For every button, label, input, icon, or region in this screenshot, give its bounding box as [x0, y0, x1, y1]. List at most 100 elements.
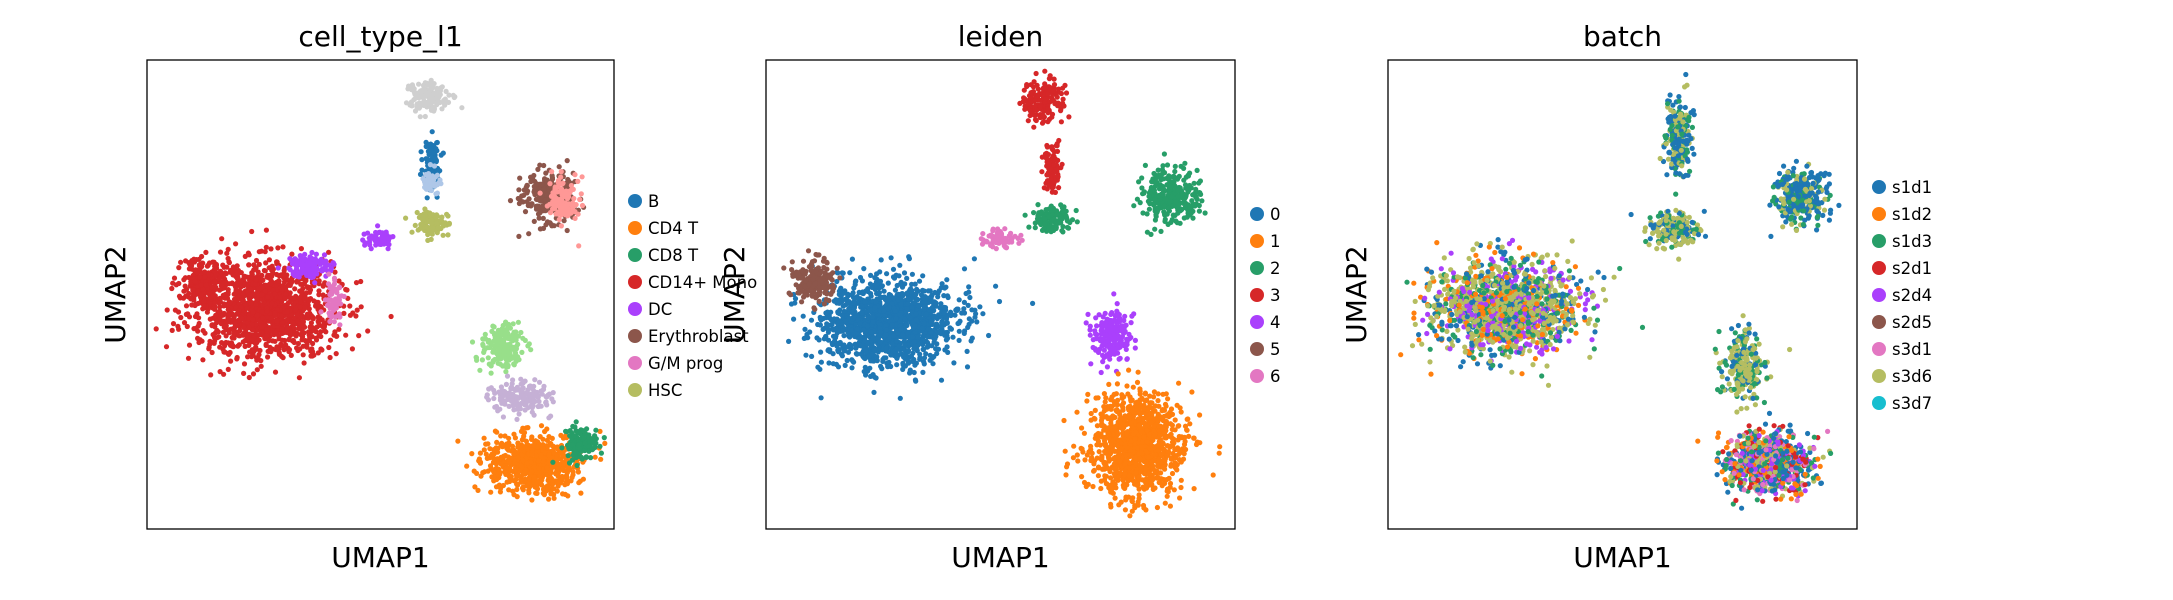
data-point: [249, 347, 255, 353]
data-point: [565, 453, 571, 459]
data-point: [957, 318, 963, 324]
data-point: [485, 345, 491, 351]
data-point: [486, 361, 492, 367]
data-point: [950, 334, 956, 340]
data-point: [249, 321, 255, 327]
data-point: [511, 407, 517, 413]
data-point: [515, 341, 521, 347]
legend-label: G/M prog: [648, 354, 723, 373]
data-point: [245, 319, 251, 325]
data-point: [913, 311, 919, 317]
data-point: [427, 87, 433, 93]
data-point: [556, 462, 563, 468]
data-point: [327, 337, 334, 343]
data-point: [841, 290, 848, 296]
data-point: [573, 202, 579, 208]
data-point: [440, 232, 446, 238]
data-point: [842, 362, 848, 368]
data-point: [964, 364, 971, 370]
data-point: [310, 349, 316, 355]
data-point: [434, 220, 440, 226]
data-point: [225, 307, 231, 313]
data-point: [534, 203, 541, 209]
data-point: [198, 282, 204, 288]
data-point: [296, 325, 302, 331]
data-point: [497, 346, 503, 352]
data-point: [183, 311, 189, 317]
data-point: [913, 378, 919, 384]
data-point: [390, 234, 396, 240]
data-point: [484, 394, 490, 400]
data-point: [891, 275, 898, 281]
data-point: [944, 277, 950, 283]
data-point: [536, 470, 542, 476]
data-point: [549, 435, 555, 441]
data-point: [476, 458, 482, 464]
data-point: [311, 298, 317, 304]
data-point: [868, 291, 874, 297]
data-point: [438, 217, 444, 223]
data-point: [544, 465, 550, 471]
data-point: [531, 464, 538, 470]
data-point: [276, 333, 282, 339]
data-point: [560, 475, 566, 481]
data-point: [495, 408, 501, 414]
data-point: [299, 263, 306, 269]
data-point: [316, 288, 322, 294]
data-point: [223, 333, 229, 339]
data-point: [526, 383, 533, 389]
data-point: [431, 150, 437, 156]
data-point: [506, 440, 512, 446]
data-point: [506, 435, 512, 441]
data-point: [560, 466, 566, 472]
data-point: [515, 195, 521, 202]
data-point: [527, 201, 533, 207]
data-point: [246, 342, 252, 348]
data-point: [433, 191, 439, 197]
data-point: [302, 251, 308, 257]
data-point: [318, 309, 324, 315]
data-point: [246, 252, 252, 258]
data-point: [244, 305, 250, 311]
data-point: [225, 246, 231, 252]
data-point: [459, 105, 465, 111]
data-point: [966, 284, 972, 290]
data-point: [536, 403, 543, 409]
data-point: [333, 314, 339, 320]
data-point: [548, 193, 555, 199]
data-point: [835, 270, 841, 276]
data-point: [252, 266, 258, 272]
data-point: [176, 293, 183, 299]
data-point: [871, 347, 878, 353]
data-point: [885, 364, 891, 370]
data-point: [225, 289, 231, 295]
data-point: [214, 320, 220, 326]
data-point: [195, 300, 201, 307]
data-point: [373, 233, 379, 239]
data-point: [518, 462, 524, 469]
data-point: [494, 429, 500, 435]
data-point: [490, 455, 496, 461]
data-point: [445, 232, 451, 238]
data-point: [231, 296, 238, 302]
data-point: [833, 333, 839, 339]
data-point: [499, 440, 505, 446]
data-point: [896, 273, 902, 279]
data-point: [376, 240, 382, 246]
data-point: [235, 310, 241, 316]
data-point: [250, 317, 256, 323]
point-cluster-5: [403, 206, 452, 243]
data-point: [210, 293, 216, 299]
data-point: [281, 271, 287, 277]
data-point: [197, 274, 203, 280]
data-point: [575, 178, 581, 184]
data-point: [491, 395, 497, 402]
data-point: [491, 469, 497, 475]
data-point: [525, 343, 531, 349]
data-point: [537, 190, 543, 196]
data-point: [914, 286, 920, 292]
data-point: [298, 268, 304, 274]
data-point: [195, 288, 201, 294]
data-point: [252, 281, 258, 287]
data-point: [291, 295, 297, 301]
